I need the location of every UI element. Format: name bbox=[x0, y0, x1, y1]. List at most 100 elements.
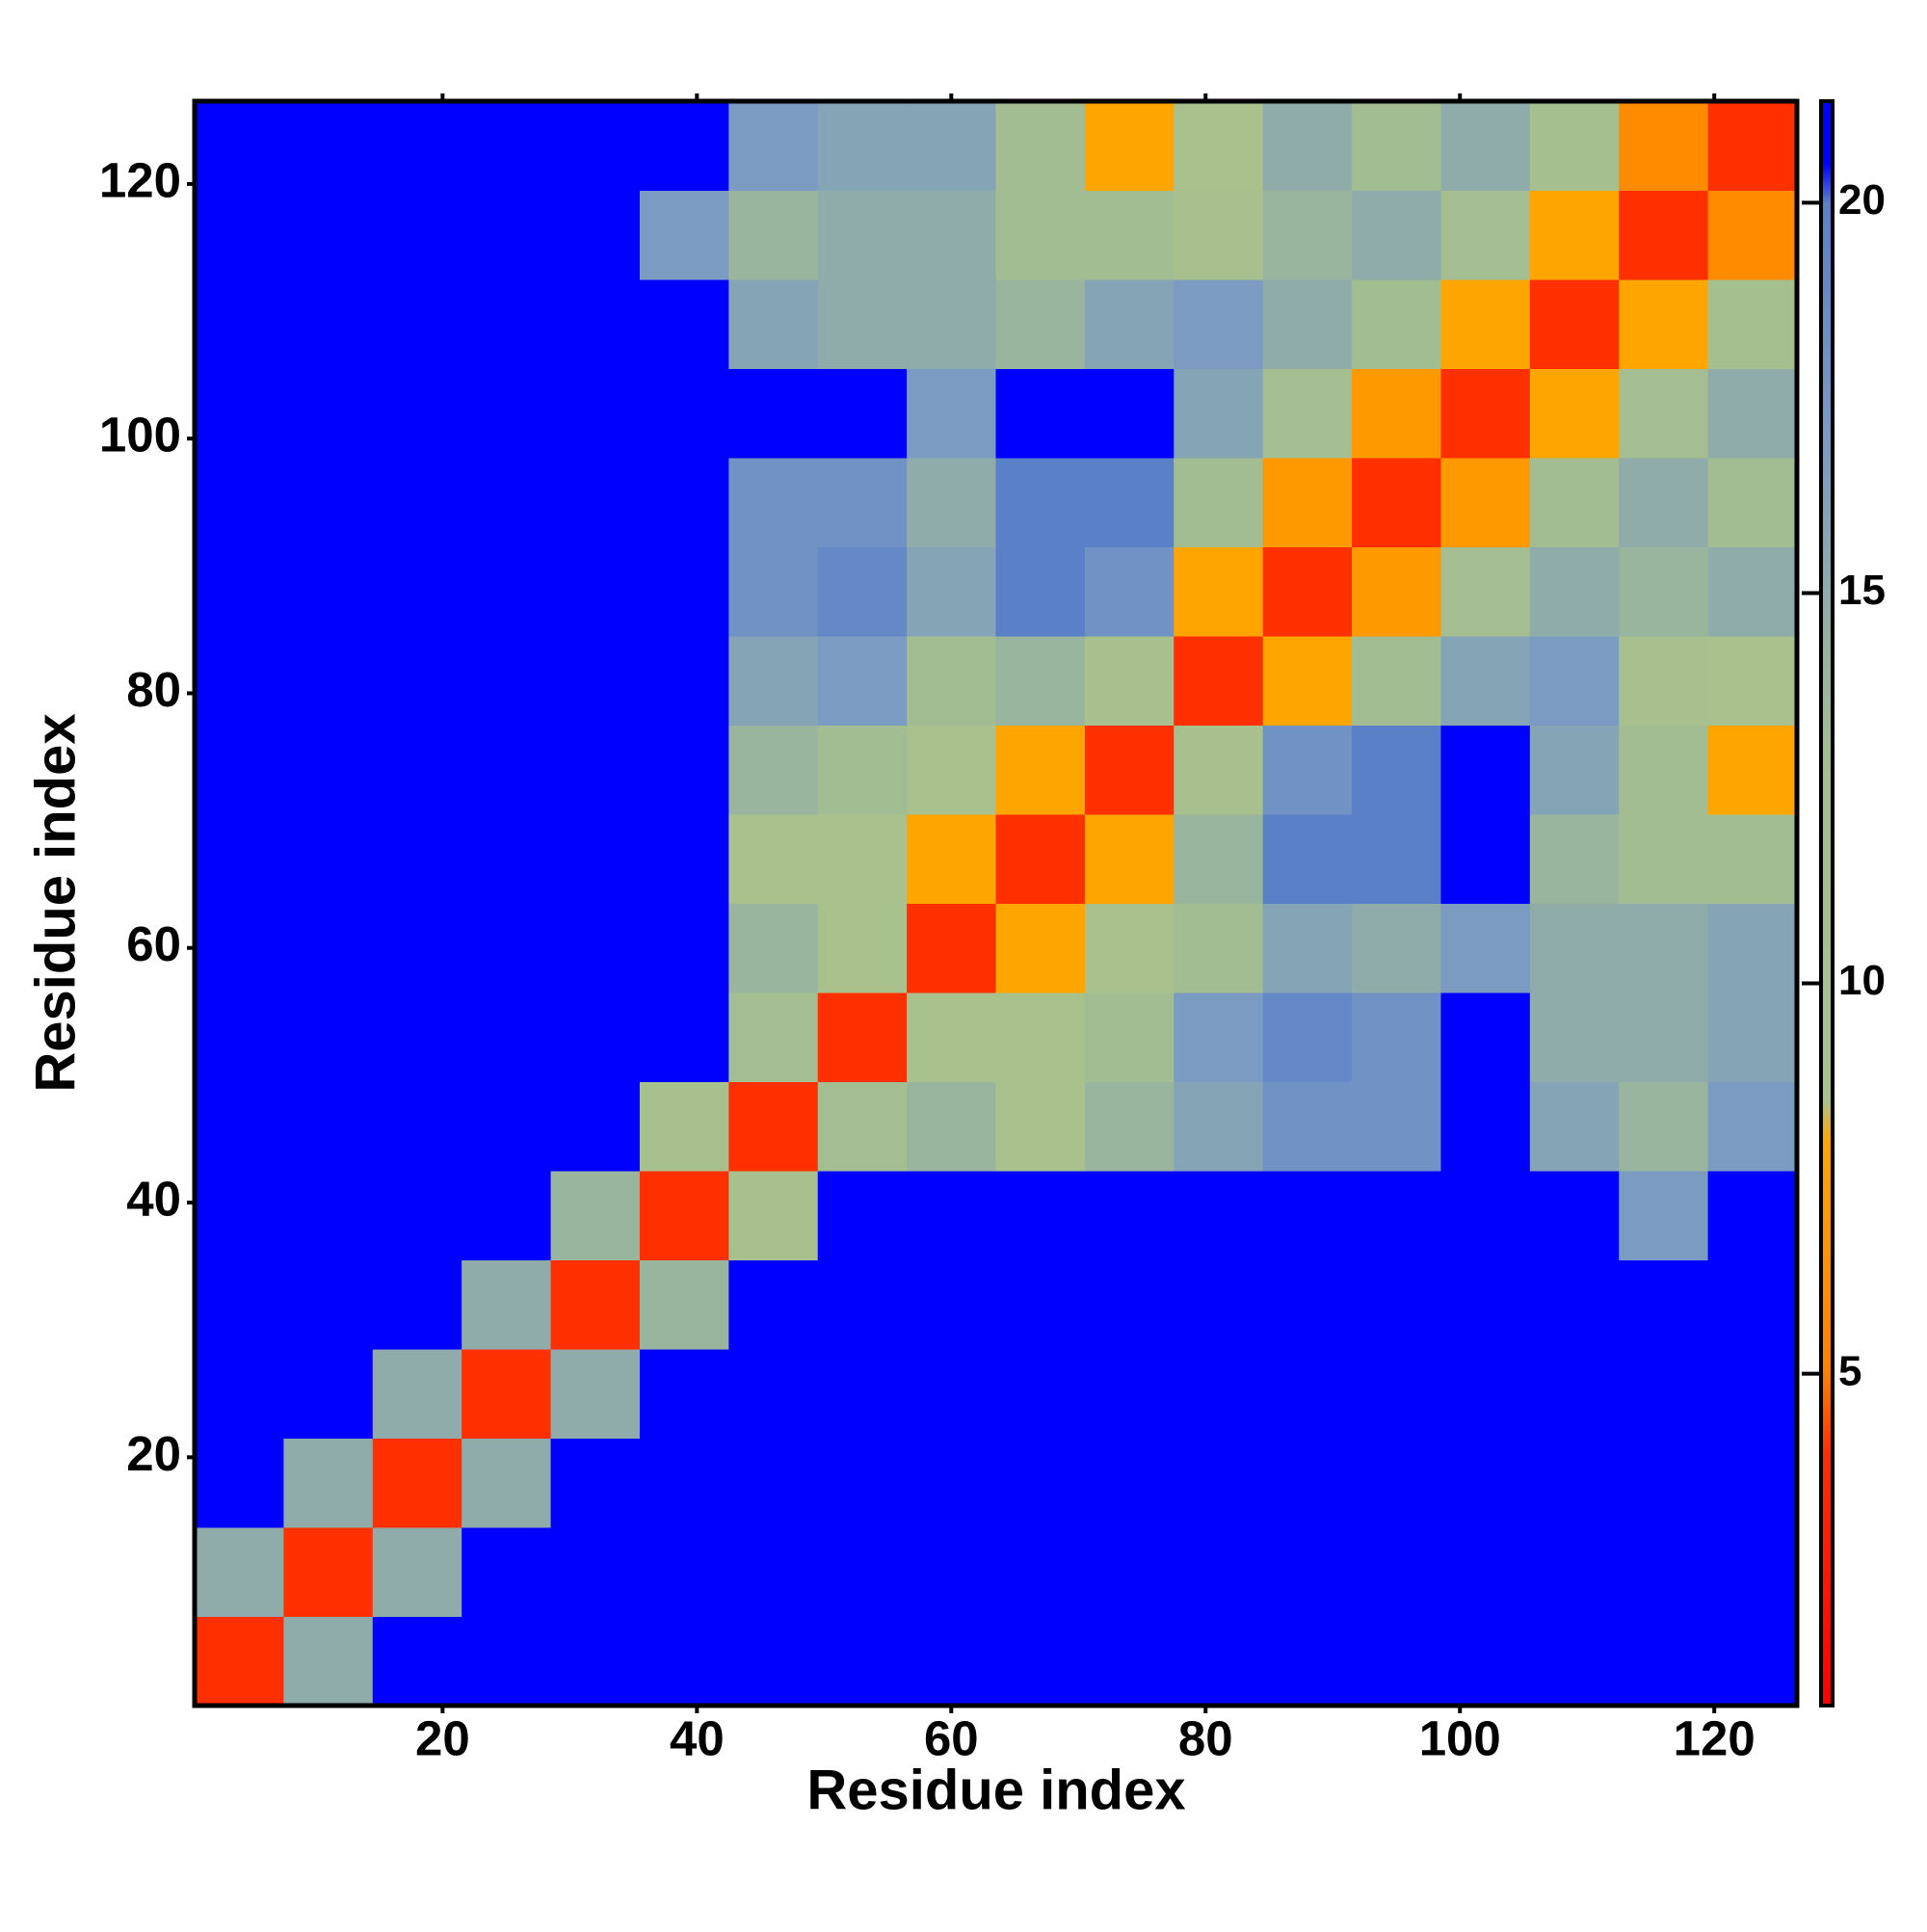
heatmap-cell bbox=[1440, 1349, 1531, 1439]
heatmap-cell bbox=[728, 368, 819, 459]
heatmap-cell bbox=[283, 190, 374, 280]
heatmap-cell bbox=[817, 1081, 908, 1172]
heatmap-cell bbox=[195, 101, 284, 191]
heatmap-cell bbox=[1262, 1349, 1353, 1439]
heatmap-cell bbox=[817, 1438, 908, 1528]
heatmap-cell bbox=[195, 1171, 284, 1260]
heatmap-cell bbox=[1529, 1259, 1620, 1350]
heatmap-cell bbox=[462, 546, 552, 637]
heatmap-cell bbox=[283, 279, 374, 369]
heatmap-cell bbox=[639, 1616, 729, 1707]
heatmap-cell bbox=[283, 1081, 374, 1172]
heatmap-cell bbox=[1529, 101, 1620, 191]
heatmap-cell bbox=[550, 903, 641, 993]
heatmap-cell bbox=[817, 1349, 908, 1439]
heatmap-cell bbox=[462, 903, 552, 993]
heatmap-cell bbox=[1529, 1527, 1620, 1617]
heatmap-cell bbox=[462, 1438, 552, 1528]
heatmap-cell bbox=[283, 1438, 374, 1528]
heatmap-cell bbox=[283, 814, 374, 904]
heatmap-cell bbox=[639, 814, 729, 904]
heatmap-cell bbox=[550, 458, 641, 547]
heatmap-cell bbox=[1084, 1349, 1175, 1439]
heatmap-cell bbox=[907, 101, 996, 191]
heatmap-cell bbox=[907, 546, 996, 637]
y-tick-label: 40 bbox=[126, 1172, 181, 1227]
heatmap-cell bbox=[372, 1171, 462, 1260]
heatmap-cell bbox=[550, 368, 641, 459]
colorbar-segment bbox=[1821, 101, 1833, 165]
heatmap-cell bbox=[728, 279, 819, 369]
heatmap-cell bbox=[995, 546, 1086, 637]
heatmap-cell bbox=[1352, 1438, 1441, 1528]
heatmap-cell bbox=[1084, 458, 1175, 547]
heatmap-cell bbox=[1707, 190, 1798, 280]
heatmap-cell bbox=[372, 546, 462, 637]
heatmap-cell bbox=[1352, 725, 1441, 815]
heatmap-cell bbox=[817, 992, 908, 1082]
heatmap-cell bbox=[1440, 1259, 1531, 1350]
colorbar-segment bbox=[1821, 163, 1833, 203]
heatmap-cell bbox=[195, 1616, 284, 1707]
x-tick-label: 60 bbox=[924, 1710, 979, 1765]
heatmap-cell bbox=[1440, 1438, 1531, 1528]
heatmap-cell bbox=[1262, 814, 1353, 904]
heatmap-cell bbox=[907, 1081, 996, 1172]
heatmap-cell bbox=[1440, 368, 1531, 459]
heatmap-cell bbox=[1529, 458, 1620, 547]
heatmap-cell bbox=[372, 636, 462, 726]
heatmap-cell bbox=[1174, 368, 1264, 459]
heatmap-cell bbox=[283, 458, 374, 547]
heatmap-cell bbox=[728, 546, 819, 637]
heatmap-cell bbox=[462, 368, 552, 459]
heatmap-cell bbox=[1440, 190, 1531, 280]
heatmap-cell bbox=[1529, 190, 1620, 280]
heatmap-cell bbox=[1174, 458, 1264, 547]
heatmap-cell bbox=[550, 279, 641, 369]
heatmap-cell bbox=[1707, 368, 1798, 459]
heatmap-cell bbox=[907, 814, 996, 904]
heatmap-cell bbox=[1174, 190, 1264, 280]
heatmap-cell bbox=[462, 1349, 552, 1439]
heatmap-cell bbox=[1619, 1527, 1709, 1617]
heatmap-cell bbox=[1440, 1527, 1531, 1617]
heatmap-cell bbox=[283, 1259, 374, 1350]
heatmap-cell bbox=[1262, 1081, 1353, 1172]
colorbar-frame bbox=[1819, 99, 1835, 1707]
heatmap-cell bbox=[1619, 458, 1709, 547]
heatmap-cell bbox=[639, 1349, 729, 1439]
heatmap-cell bbox=[728, 1616, 819, 1707]
heatmap-cell bbox=[550, 1438, 641, 1528]
heatmap-cell bbox=[372, 903, 462, 993]
heatmap-cell bbox=[639, 992, 729, 1082]
heatmap-cell bbox=[1352, 279, 1441, 369]
heatmap-cell bbox=[195, 368, 284, 459]
heatmap-cell bbox=[1440, 903, 1531, 993]
heatmap-cell bbox=[995, 1438, 1086, 1528]
y-axis-label: Residue index bbox=[24, 713, 87, 1092]
heatmap-cell bbox=[462, 190, 552, 280]
heatmap-cell bbox=[995, 1081, 1086, 1172]
heatmap-cell bbox=[1262, 190, 1353, 280]
heatmap-cell bbox=[195, 546, 284, 637]
heatmap-cell bbox=[728, 636, 819, 726]
heatmap-cell bbox=[1529, 1349, 1620, 1439]
heatmap-cell bbox=[1174, 1349, 1264, 1439]
heatmap-cell bbox=[728, 1171, 819, 1260]
heatmap-cell bbox=[995, 814, 1086, 904]
heatmap-cell bbox=[817, 814, 908, 904]
heatmap-cell bbox=[1529, 725, 1620, 815]
heatmap-cell bbox=[1174, 903, 1264, 993]
heatmap-cell bbox=[550, 636, 641, 726]
heatmap-cell bbox=[195, 725, 284, 815]
colorbar-segment bbox=[1821, 1451, 1833, 1707]
heatmap-cell bbox=[728, 190, 819, 280]
heatmap-cell bbox=[462, 1527, 552, 1617]
heatmap-cell bbox=[1352, 636, 1441, 726]
heatmap-cell bbox=[817, 1616, 908, 1707]
heatmap-cell bbox=[195, 279, 284, 369]
heatmap-cell bbox=[1084, 1527, 1175, 1617]
heatmap-cell bbox=[1084, 279, 1175, 369]
heatmap-cell bbox=[995, 1349, 1086, 1439]
